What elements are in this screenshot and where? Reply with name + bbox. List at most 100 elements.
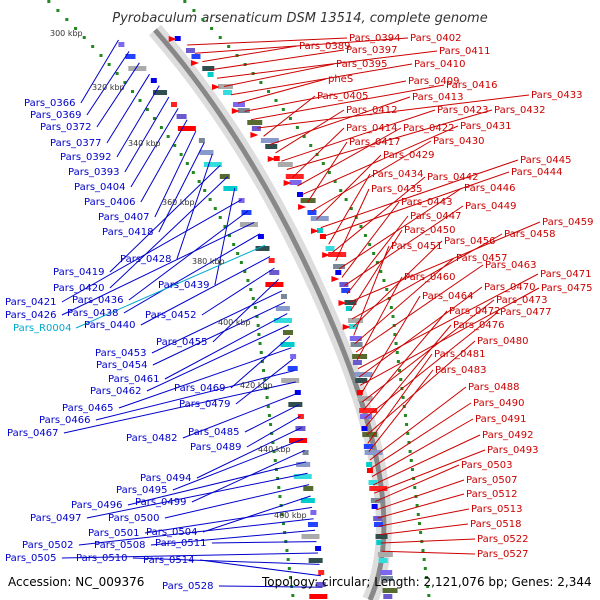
gene-label-plus[interactable]: Pars_0491 <box>475 414 526 425</box>
gene-label-minus[interactable]: Pars_0489 <box>190 442 241 453</box>
gene-label-plus[interactable]: Pars_0488 <box>468 382 519 393</box>
gene-label-plus[interactable]: Pars_0423 <box>437 105 488 116</box>
gene-label-minus[interactable]: Pars_0436 <box>72 295 123 306</box>
gene-label-plus[interactable]: Pars_0445 <box>520 155 571 166</box>
gene-label-minus[interactable]: Pars_0466 <box>39 415 90 426</box>
gene-label-minus[interactable]: Pars_0505 <box>5 553 56 564</box>
gene-label-plus[interactable]: Pars_0480 <box>477 336 528 347</box>
gene-label-minus[interactable]: Pars_0462 <box>90 386 141 397</box>
gene-label-plus[interactable]: Pars_0451 <box>391 241 442 252</box>
gene-label-minus[interactable]: Pars_0485 <box>188 427 239 438</box>
gene-label-plus[interactable]: Pars_0475 <box>541 283 592 294</box>
gene-label-minus[interactable]: Pars_0499 <box>135 497 186 508</box>
gene-label-plus[interactable]: Pars_0457 <box>456 253 507 264</box>
gene-label-plus[interactable]: Pars_0473 <box>496 295 547 306</box>
gene-label-plus[interactable]: Pars_0493 <box>487 445 538 456</box>
gene-label-minus[interactable]: Pars_0439 <box>158 280 209 291</box>
gene-label-minus[interactable]: Pars_0452 <box>145 310 196 321</box>
gene-label-minus[interactable]: Pars_0497 <box>30 513 81 524</box>
gene-label-plus[interactable]: Pars_0446 <box>464 183 515 194</box>
gene-label-plus[interactable]: Pars_0471 <box>540 269 591 280</box>
gene-label-plus[interactable]: Pars_0483 <box>435 365 486 376</box>
gene-label-plus[interactable]: Pars_0412 <box>346 105 397 116</box>
gene-label-minus[interactable]: Pars_0453 <box>95 348 146 359</box>
gene-label-plus[interactable]: Pars_0405 <box>317 91 368 102</box>
gene-label-minus[interactable]: Pars_0510 <box>76 553 127 564</box>
gene-label-plus[interactable]: Pars_0402 <box>410 33 461 44</box>
gene-label-minus[interactable]: Pars_0369 <box>30 110 81 121</box>
gene-label-plus[interactable]: Pars_0459 <box>542 217 593 228</box>
gene-label-plus[interactable]: Pars_0458 <box>504 229 555 240</box>
gene-label-plus[interactable]: Pars_0429 <box>383 150 434 161</box>
gene-label-plus[interactable]: Pars_0470 <box>484 282 535 293</box>
gene-label-minus[interactable]: Pars_0454 <box>96 360 147 371</box>
gene-label-minus[interactable]: Pars_0467 <box>7 428 58 439</box>
gene-label-plus[interactable]: Pars_0503 <box>461 460 512 471</box>
gene-label-plus[interactable]: Pars_0518 <box>470 519 521 530</box>
gene-label-minus[interactable]: Pars_0461 <box>108 374 159 385</box>
gene-label-plus[interactable]: Pars_0409 <box>408 76 459 87</box>
gene-label-plus[interactable]: Pars_0444 <box>511 167 562 178</box>
gene-label-plus[interactable]: Pars_0443 <box>401 197 452 208</box>
gene-label-minus[interactable]: Pars_0440 <box>84 320 135 331</box>
gene-label-plus[interactable]: Pars_0432 <box>494 105 545 116</box>
gene-label-plus[interactable]: Pars_0434 <box>372 169 423 180</box>
gene-label-minus[interactable]: Pars_0502 <box>22 540 73 551</box>
gene-label-minus[interactable]: Pars_0421 <box>5 297 56 308</box>
gene-label-minus[interactable]: Pars_0496 <box>71 500 122 511</box>
gene-label-minus[interactable]: Pars_0392 <box>60 152 111 163</box>
gene-label-minus[interactable]: Pars_0418 <box>102 227 153 238</box>
gene-label-minus[interactable]: Pars_0500 <box>108 513 159 524</box>
gene-label-plus[interactable]: Pars_0394 <box>349 33 400 44</box>
gene-label-plus[interactable]: Pars_0481 <box>434 349 485 360</box>
gene-label-minus[interactable]: Pars_0508 <box>94 540 145 551</box>
gene-label-plus[interactable]: Pars_0492 <box>482 430 533 441</box>
gene-label-plus[interactable]: Pars_0472 <box>449 306 500 317</box>
gene-label-plus[interactable]: Pars_0460 <box>404 272 455 283</box>
gene-label-minus[interactable]: Pars_0372 <box>40 122 91 133</box>
gene-label-minus[interactable]: Pars_0501 <box>88 528 139 539</box>
gene-label-plus[interactable]: Pars_0433 <box>531 90 582 101</box>
rna-label[interactable]: Pars_R0004 <box>13 323 71 334</box>
gene-label-minus[interactable]: Pars_0428 <box>120 254 171 265</box>
gene-label-plus[interactable]: Pars_0413 <box>412 92 463 103</box>
gene-label-minus[interactable]: Pars_0366 <box>24 98 75 109</box>
gene-label-minus[interactable]: Pars_0482 <box>126 433 177 444</box>
gene-label-plus[interactable]: pheS <box>328 74 353 85</box>
gene-label-plus[interactable]: Pars_0431 <box>460 121 511 132</box>
gene-label-plus[interactable]: Pars_0490 <box>473 398 524 409</box>
gene-label-minus[interactable]: Pars_0377 <box>50 138 101 149</box>
gene-label-plus[interactable]: Pars_0477 <box>500 307 551 318</box>
gene-label-plus[interactable]: Pars_0449 <box>465 201 516 212</box>
gene-label-plus[interactable]: Pars_0450 <box>404 225 455 236</box>
gene-label-plus[interactable]: Pars_0442 <box>427 172 478 183</box>
gene-label-minus[interactable]: Pars_0514 <box>143 555 194 566</box>
gene-label-plus[interactable]: Pars_0464 <box>422 291 473 302</box>
gene-label-minus[interactable]: Pars_0469 <box>174 383 225 394</box>
gene-label-minus[interactable]: Pars_0393 <box>68 167 119 178</box>
gene-label-minus[interactable]: Pars_0404 <box>74 182 125 193</box>
gene-label-plus[interactable]: Pars_0410 <box>414 59 465 70</box>
gene-label-minus[interactable]: Pars_0420 <box>53 283 104 294</box>
gene-label-minus[interactable]: Pars_0406 <box>84 197 135 208</box>
gene-label-plus[interactable]: Pars_0395 <box>336 59 387 70</box>
gene-label-plus[interactable]: Pars_0507 <box>466 475 517 486</box>
gene-label-minus[interactable]: Pars_0511 <box>155 538 206 549</box>
gene-label-plus[interactable]: Pars_0435 <box>371 184 422 195</box>
gene-label-minus[interactable]: Pars_0528 <box>162 581 213 592</box>
gene-label-minus[interactable]: Pars_0419 <box>53 267 104 278</box>
gene-label-minus[interactable]: Pars_0426 <box>5 310 56 321</box>
gene-label-plus[interactable]: Pars_0447 <box>410 211 461 222</box>
gene-label-minus[interactable]: Pars_0495 <box>116 485 167 496</box>
gene-label-plus[interactable]: Pars_0411 <box>439 46 490 57</box>
gene-label-plus[interactable]: Pars_0416 <box>446 80 497 91</box>
gene-label-plus[interactable]: Pars_0417 <box>349 137 400 148</box>
gene-label-plus[interactable]: Pars_0422 <box>403 123 454 134</box>
gene-label-plus[interactable]: Pars_0512 <box>466 489 517 500</box>
gene-label-plus[interactable]: Pars_0414 <box>346 123 397 134</box>
gene-label-minus[interactable]: Pars_0479 <box>179 399 230 410</box>
gene-label-plus[interactable]: Pars_0527 <box>477 549 528 560</box>
gene-label-plus[interactable]: Pars_0430 <box>433 136 484 147</box>
gene-label-minus[interactable]: Pars_0407 <box>98 212 149 223</box>
gene-label-plus[interactable]: Pars_0463 <box>485 260 536 271</box>
